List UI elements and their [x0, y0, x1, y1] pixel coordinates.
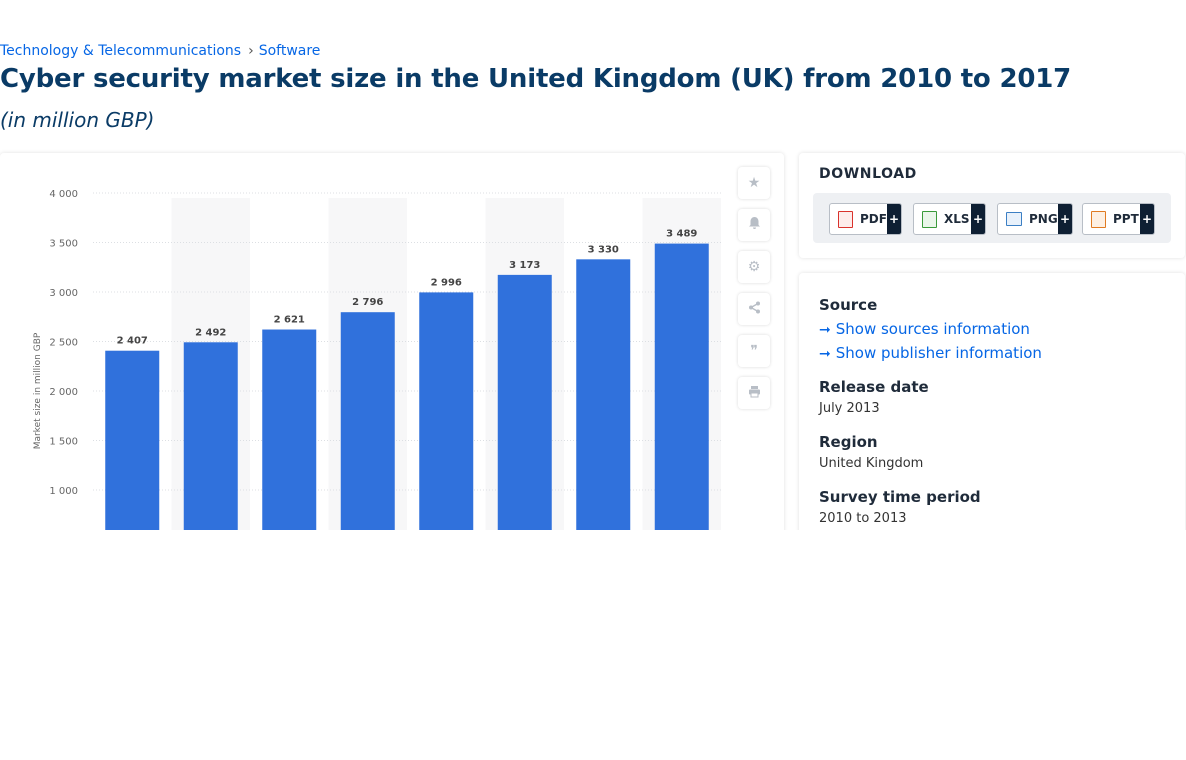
- download-card: DOWNLOAD PDF + XLS + PNG + PPT +: [799, 153, 1185, 258]
- pdf-file-icon: [838, 210, 853, 228]
- y-tick-label: 1 500: [49, 437, 78, 448]
- bar: [497, 274, 552, 530]
- download-ppt-plus: +: [1140, 204, 1154, 234]
- chart-toolbar: ★ ⚙ ❞: [738, 167, 772, 419]
- breadcrumb-category-link[interactable]: Technology & Telecommunications: [0, 43, 242, 59]
- survey-period-value: 2010 to 2013: [819, 511, 907, 526]
- download-title: DOWNLOAD: [819, 166, 917, 182]
- bar: [576, 259, 631, 530]
- download-png-button[interactable]: PNG +: [997, 203, 1073, 235]
- y-tick-label: 2 000: [49, 387, 78, 398]
- bar-value-label: 2 407: [117, 336, 148, 347]
- download-pdf-button[interactable]: PDF +: [829, 203, 902, 235]
- survey-period-label: Survey time period: [819, 488, 981, 506]
- cite-button[interactable]: ❞: [738, 335, 770, 367]
- bar: [654, 243, 709, 530]
- bar: [340, 312, 395, 530]
- arrow-right-icon: ➞: [819, 346, 831, 362]
- bar: [419, 292, 474, 530]
- show-publisher-text: Show publisher information: [835, 344, 1042, 362]
- y-tick-label: 4 000: [49, 189, 78, 200]
- breadcrumb-subcategory-link[interactable]: Software: [258, 43, 321, 59]
- page-title: Cyber security market size in the United…: [0, 64, 1072, 94]
- bar-value-label: 3 330: [588, 244, 619, 255]
- bar-value-label: 3 173: [509, 260, 540, 271]
- release-date-label: Release date: [819, 378, 929, 396]
- settings-button[interactable]: ⚙: [738, 251, 770, 283]
- bar: [105, 350, 160, 530]
- viewport: Technology & Telecommunications › Software…: [0, 43, 1185, 530]
- download-ppt-label: PPT: [1113, 212, 1139, 226]
- download-pdf-label: PDF: [860, 212, 887, 226]
- y-tick-label: 3 500: [49, 239, 78, 250]
- bar-value-label: 2 996: [431, 277, 462, 288]
- download-ppt-button[interactable]: PPT +: [1082, 203, 1155, 235]
- release-date-value: July 2013: [819, 401, 880, 416]
- bar-value-label: 3 489: [666, 229, 697, 240]
- y-tick-label: 3 000: [49, 288, 78, 299]
- gear-icon: ⚙: [747, 259, 761, 275]
- bar: [262, 329, 317, 530]
- breadcrumb: Technology & Telecommunications › Software: [0, 43, 320, 59]
- bar-value-label: 2 492: [195, 327, 226, 338]
- download-bar: PDF + XLS + PNG + PPT +: [813, 193, 1171, 243]
- download-pdf-plus: +: [887, 204, 901, 234]
- quote-icon: ❞: [750, 343, 758, 359]
- bar-value-label: 2 796: [352, 297, 383, 308]
- show-publisher-link[interactable]: ➞ Show publisher information: [819, 344, 1042, 362]
- chart-card: 1 000 1 500 2 000 2 500 3 000 3 500 4 000 Marke…: [0, 153, 784, 530]
- download-png-plus: +: [1058, 204, 1072, 234]
- star-icon: ★: [747, 175, 761, 191]
- print-button[interactable]: [738, 377, 770, 409]
- share-icon: [748, 301, 761, 318]
- bar-value-label: 2 621: [274, 315, 305, 326]
- share-button[interactable]: [738, 293, 770, 325]
- png-file-icon: [1006, 212, 1022, 226]
- region-value: United Kingdom: [819, 456, 924, 471]
- show-sources-text: Show sources information: [835, 320, 1030, 338]
- print-icon: [748, 385, 761, 402]
- download-xls-label: XLS: [944, 212, 970, 226]
- ppt-file-icon: [1091, 210, 1106, 228]
- region-label: Region: [819, 433, 878, 451]
- download-xls-plus: +: [971, 204, 985, 234]
- show-sources-link[interactable]: ➞ Show sources information: [819, 320, 1030, 338]
- page-subtitle: (in million GBP): [0, 108, 155, 132]
- bar: [183, 342, 238, 530]
- y-tick-label: 2 500: [49, 338, 78, 349]
- y-tick-label: 1 000: [49, 486, 78, 497]
- notification-button[interactable]: [738, 209, 770, 241]
- favorite-button[interactable]: ★: [738, 167, 770, 199]
- source-label: Source: [819, 296, 878, 314]
- y-axis-label: Market size in million GBP: [33, 332, 43, 449]
- download-xls-button[interactable]: XLS +: [913, 203, 986, 235]
- xls-file-icon: [922, 210, 937, 228]
- download-png-label: PNG: [1029, 212, 1058, 226]
- bar-chart: 1 000 1 500 2 000 2 500 3 000 3 500 4 000 Marke…: [33, 189, 721, 530]
- bell-icon: [748, 216, 761, 234]
- breadcrumb-separator: ›: [248, 43, 254, 59]
- info-card: Source ➞ Show sources information ➞ Show p…: [799, 273, 1185, 530]
- arrow-right-icon: ➞: [819, 322, 831, 338]
